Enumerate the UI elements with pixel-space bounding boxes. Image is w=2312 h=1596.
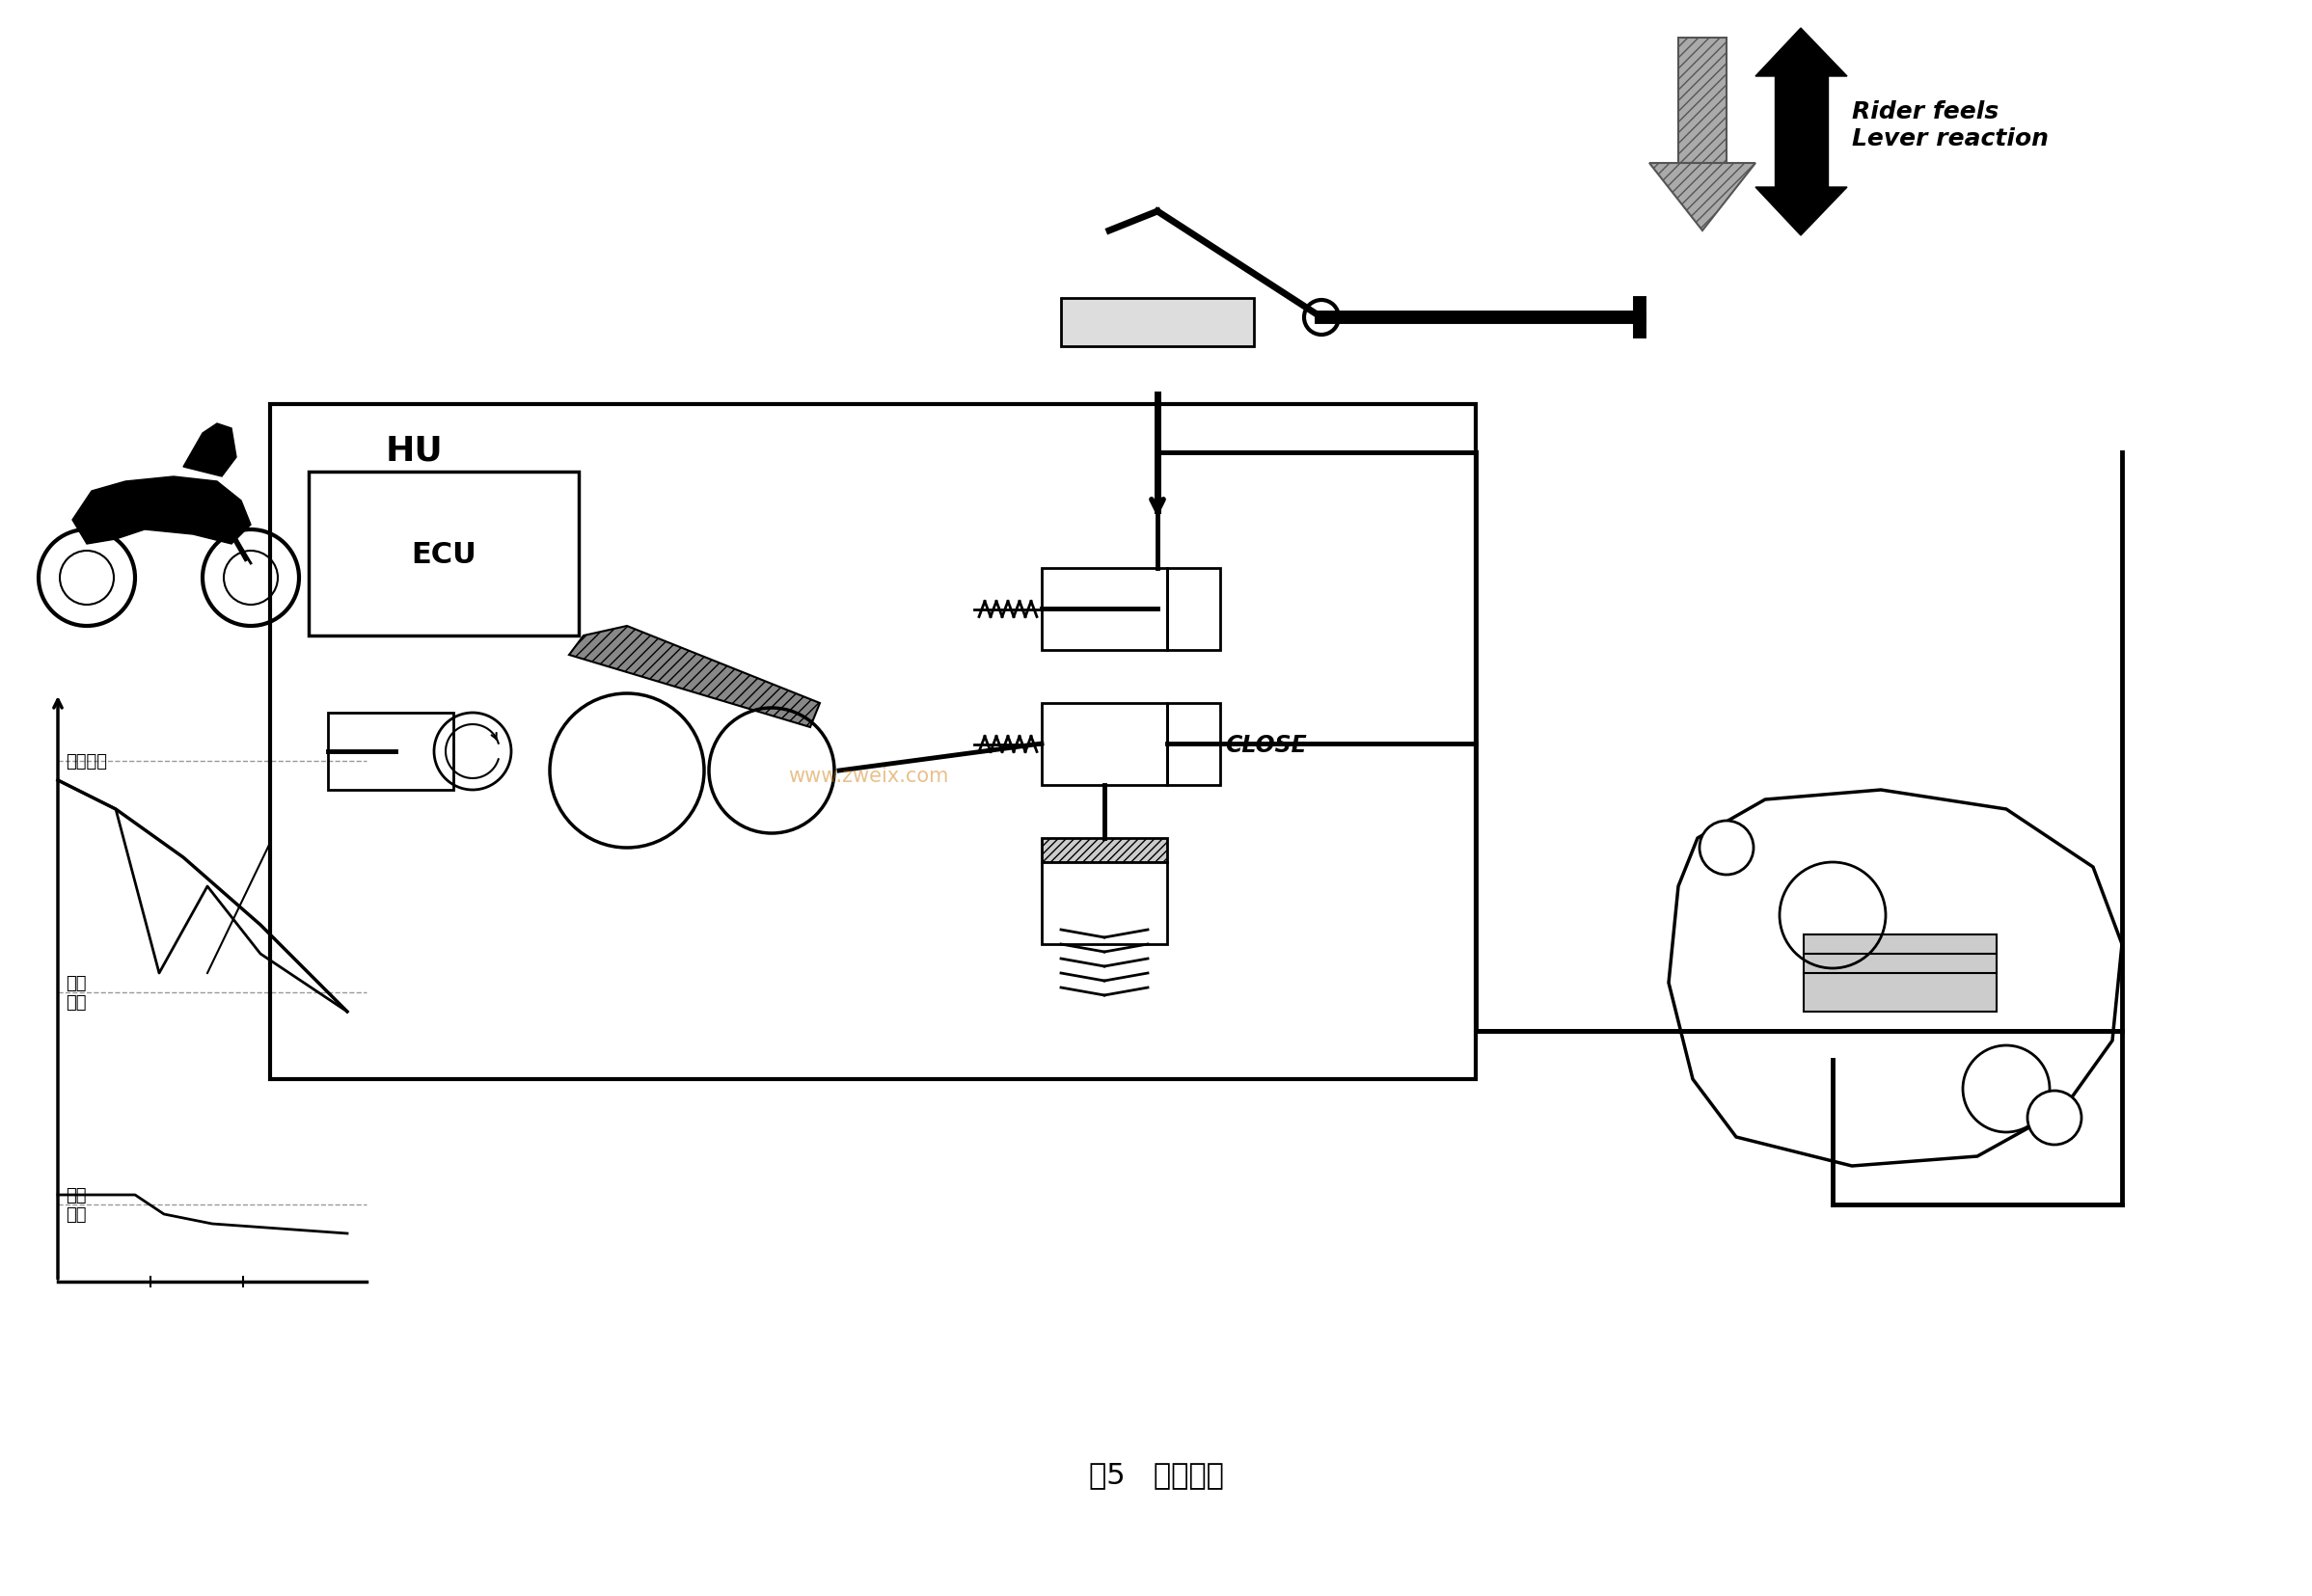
Text: HU: HU — [386, 434, 444, 466]
Polygon shape — [1755, 29, 1847, 77]
Bar — [1168, 568, 1221, 651]
Circle shape — [2028, 1092, 2081, 1144]
Bar — [1168, 704, 1221, 785]
Polygon shape — [1755, 188, 1847, 236]
Bar — [328, 713, 453, 790]
Bar — [1043, 704, 1168, 785]
Text: 卡钳
压力: 卡钳 压力 — [65, 1186, 86, 1224]
Bar — [310, 472, 578, 637]
Bar — [271, 405, 1475, 1079]
Bar — [1803, 935, 1998, 1012]
Bar — [1043, 862, 1168, 945]
Polygon shape — [1776, 77, 1829, 188]
Polygon shape — [72, 477, 250, 544]
Polygon shape — [183, 425, 236, 477]
Circle shape — [1699, 820, 1752, 875]
Text: www.zweix.com: www.zweix.com — [788, 766, 948, 785]
Text: 车轮
速度: 车轮 速度 — [65, 974, 86, 1012]
Polygon shape — [1679, 38, 1727, 164]
Text: Rider feels
Lever reaction: Rider feels Lever reaction — [1852, 101, 2048, 150]
Polygon shape — [1648, 164, 1755, 231]
Bar — [1043, 838, 1168, 862]
Text: 图5   保压过程: 图5 保压过程 — [1089, 1460, 1223, 1489]
Polygon shape — [569, 627, 821, 728]
Circle shape — [1304, 300, 1339, 335]
Bar — [1043, 568, 1168, 651]
Text: 车体速度: 车体速度 — [65, 753, 106, 769]
Text: CLOSE: CLOSE — [1225, 733, 1306, 757]
Text: ECU: ECU — [412, 539, 476, 568]
Bar — [1061, 298, 1253, 346]
